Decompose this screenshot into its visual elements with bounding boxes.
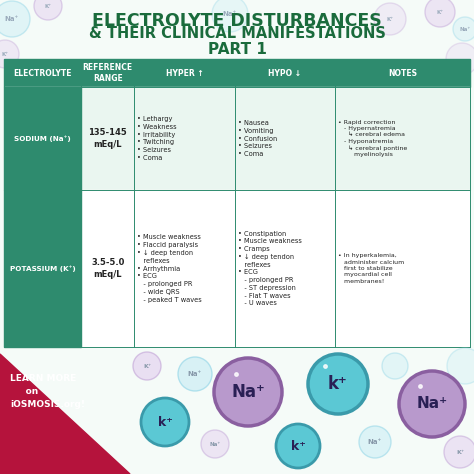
Text: ELECTROLYTE DISTURBANCES: ELECTROLYTE DISTURBANCES bbox=[92, 12, 382, 30]
Circle shape bbox=[447, 348, 474, 384]
Text: REFERENCE
RANGE: REFERENCE RANGE bbox=[82, 64, 133, 82]
Text: K⁺: K⁺ bbox=[456, 449, 464, 455]
Circle shape bbox=[0, 40, 19, 68]
Text: Na⁺: Na⁺ bbox=[459, 27, 471, 31]
Text: 3.5-5.0
mEq/L: 3.5-5.0 mEq/L bbox=[91, 258, 124, 279]
Polygon shape bbox=[0, 354, 130, 474]
Circle shape bbox=[359, 426, 391, 458]
Circle shape bbox=[276, 424, 320, 468]
Text: NOTES: NOTES bbox=[388, 69, 417, 78]
Text: Na⁺: Na⁺ bbox=[368, 439, 382, 445]
Text: K⁺: K⁺ bbox=[45, 3, 52, 9]
Bar bbox=[4, 59, 470, 87]
Text: HYPO ↓: HYPO ↓ bbox=[268, 69, 301, 78]
Circle shape bbox=[141, 398, 189, 446]
Circle shape bbox=[399, 371, 465, 437]
Text: Na⁺: Na⁺ bbox=[417, 396, 447, 411]
Text: K⁺: K⁺ bbox=[143, 364, 151, 368]
Text: Na⁺: Na⁺ bbox=[223, 11, 237, 17]
Text: ELECTROLYTE: ELECTROLYTE bbox=[13, 69, 72, 78]
Bar bbox=[4, 87, 470, 190]
Text: K⁺: K⁺ bbox=[437, 9, 444, 15]
Text: Na⁺: Na⁺ bbox=[210, 441, 220, 447]
Text: & THEIR CLINICAL MANIFESTATIONS: & THEIR CLINICAL MANIFESTATIONS bbox=[89, 26, 385, 41]
Circle shape bbox=[446, 43, 474, 75]
Text: • Muscle weakness
• Flaccid paralysis
• ↓ deep tendon
   reflexes
• Arrhythmia
•: • Muscle weakness • Flaccid paralysis • … bbox=[137, 235, 202, 302]
Circle shape bbox=[308, 354, 368, 414]
Text: POTASSIUM (K⁺): POTASSIUM (K⁺) bbox=[9, 265, 75, 272]
Text: k⁺: k⁺ bbox=[291, 439, 305, 453]
Text: k⁺: k⁺ bbox=[328, 375, 348, 393]
Text: 135-145
mEq/L: 135-145 mEq/L bbox=[88, 128, 127, 148]
Circle shape bbox=[374, 3, 406, 35]
Text: • Constipation
• Muscle weakness
• Cramps
• ↓ deep tendon
   reflexes
• ECG
   -: • Constipation • Muscle weakness • Cramp… bbox=[237, 230, 301, 307]
Text: K⁺: K⁺ bbox=[1, 52, 9, 56]
Text: Na⁺: Na⁺ bbox=[5, 16, 19, 22]
Circle shape bbox=[34, 0, 62, 20]
Bar bbox=[4, 190, 470, 347]
Text: SODIUM (Na⁺): SODIUM (Na⁺) bbox=[14, 135, 71, 142]
Text: • Lethargy
• Weakness
• Irritability
• Twitching
• Seizures
• Coma: • Lethargy • Weakness • Irritability • T… bbox=[137, 116, 177, 161]
Text: LEARN MORE
     on
iOSMOSIS.org!: LEARN MORE on iOSMOSIS.org! bbox=[10, 374, 85, 410]
Circle shape bbox=[425, 0, 455, 27]
Circle shape bbox=[214, 358, 282, 426]
Text: • Rapid correction
   - Hypernatremia
     ↳ cerebral edema
   - Hyponatremia
  : • Rapid correction - Hypernatremia ↳ cer… bbox=[338, 119, 407, 157]
Circle shape bbox=[382, 353, 408, 379]
Circle shape bbox=[444, 436, 474, 468]
Text: Na⁺: Na⁺ bbox=[188, 371, 202, 377]
Text: PART 1: PART 1 bbox=[208, 42, 266, 57]
Circle shape bbox=[453, 17, 474, 41]
Text: Na⁺: Na⁺ bbox=[231, 383, 265, 401]
Text: • In hyperkalemia,
   administer calcium
   first to stabilize
   myocardial cel: • In hyperkalemia, administer calcium fi… bbox=[338, 253, 404, 284]
Circle shape bbox=[0, 1, 30, 37]
Circle shape bbox=[178, 357, 212, 391]
Bar bbox=[4, 190, 81, 347]
Text: HYPER ↑: HYPER ↑ bbox=[166, 69, 203, 78]
Text: k⁺: k⁺ bbox=[157, 416, 173, 428]
Circle shape bbox=[201, 430, 229, 458]
Circle shape bbox=[212, 0, 248, 32]
Text: K⁺: K⁺ bbox=[386, 17, 393, 21]
Bar bbox=[4, 87, 81, 190]
Text: • Nausea
• Vomiting
• Confusion
• Seizures
• Coma: • Nausea • Vomiting • Confusion • Seizur… bbox=[237, 120, 277, 157]
Circle shape bbox=[133, 352, 161, 380]
